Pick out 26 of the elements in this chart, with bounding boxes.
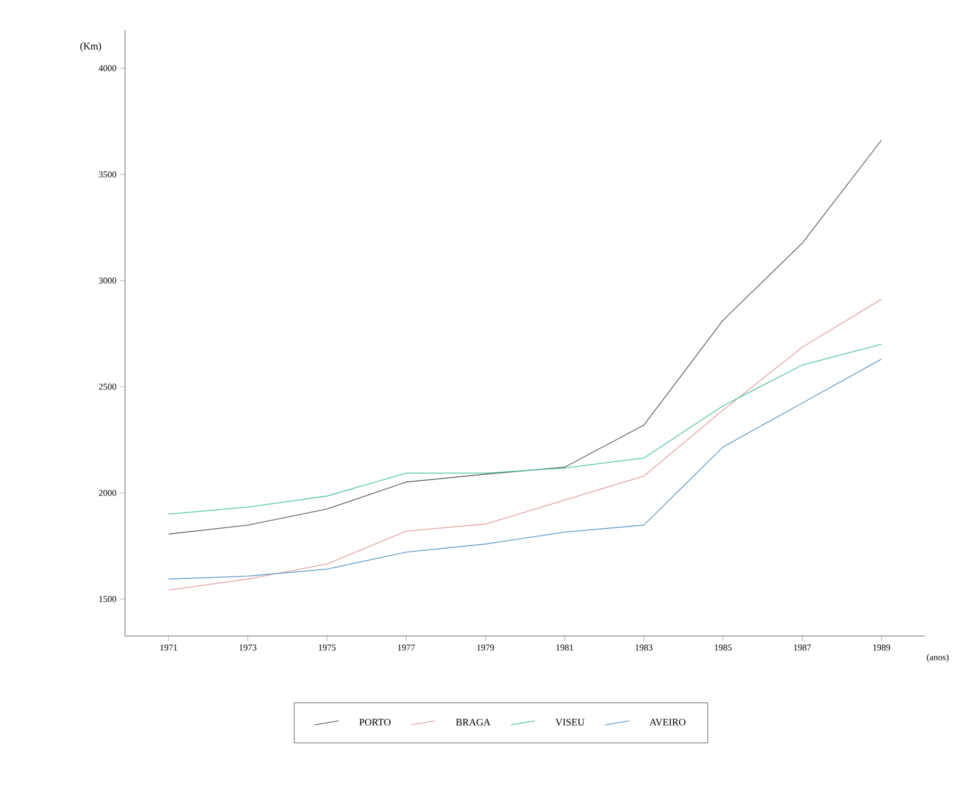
y-tick-label: 2000: [98, 490, 116, 496]
x-tick-label: 1981: [556, 644, 574, 651]
x-tick-label: 1975: [318, 644, 336, 651]
y-axis-title: (Km): [80, 42, 102, 52]
x-tick-label: 1989: [873, 644, 890, 651]
legend-label: PORTO: [359, 718, 390, 726]
x-tick-label: 1973: [240, 644, 256, 651]
x-tick-label: 1985: [714, 644, 732, 651]
line-series: [168, 298, 882, 591]
x-tick-label: 1977: [398, 644, 415, 651]
line-series: [168, 358, 882, 580]
y-tick-label: 3000: [98, 278, 116, 284]
x-tick-label: 1983: [636, 644, 652, 651]
y-tick-label: 4000: [98, 65, 116, 72]
x-tick-label: 1979: [477, 644, 494, 651]
x-tick-label: 1971: [160, 644, 178, 651]
y-tick-label: 3500: [98, 171, 116, 178]
y-tick-label: 2500: [98, 384, 116, 390]
legend-label: AVEIRO: [650, 718, 686, 726]
legend-label: VISEU: [555, 718, 584, 726]
line-series: [168, 344, 882, 515]
legend-label: BRAGA: [456, 718, 490, 726]
line-series: [168, 140, 882, 534]
x-tick-label: 1987: [794, 644, 811, 651]
x-axis-title: (anos): [926, 654, 949, 662]
y-tick-label: 1500: [99, 596, 116, 602]
